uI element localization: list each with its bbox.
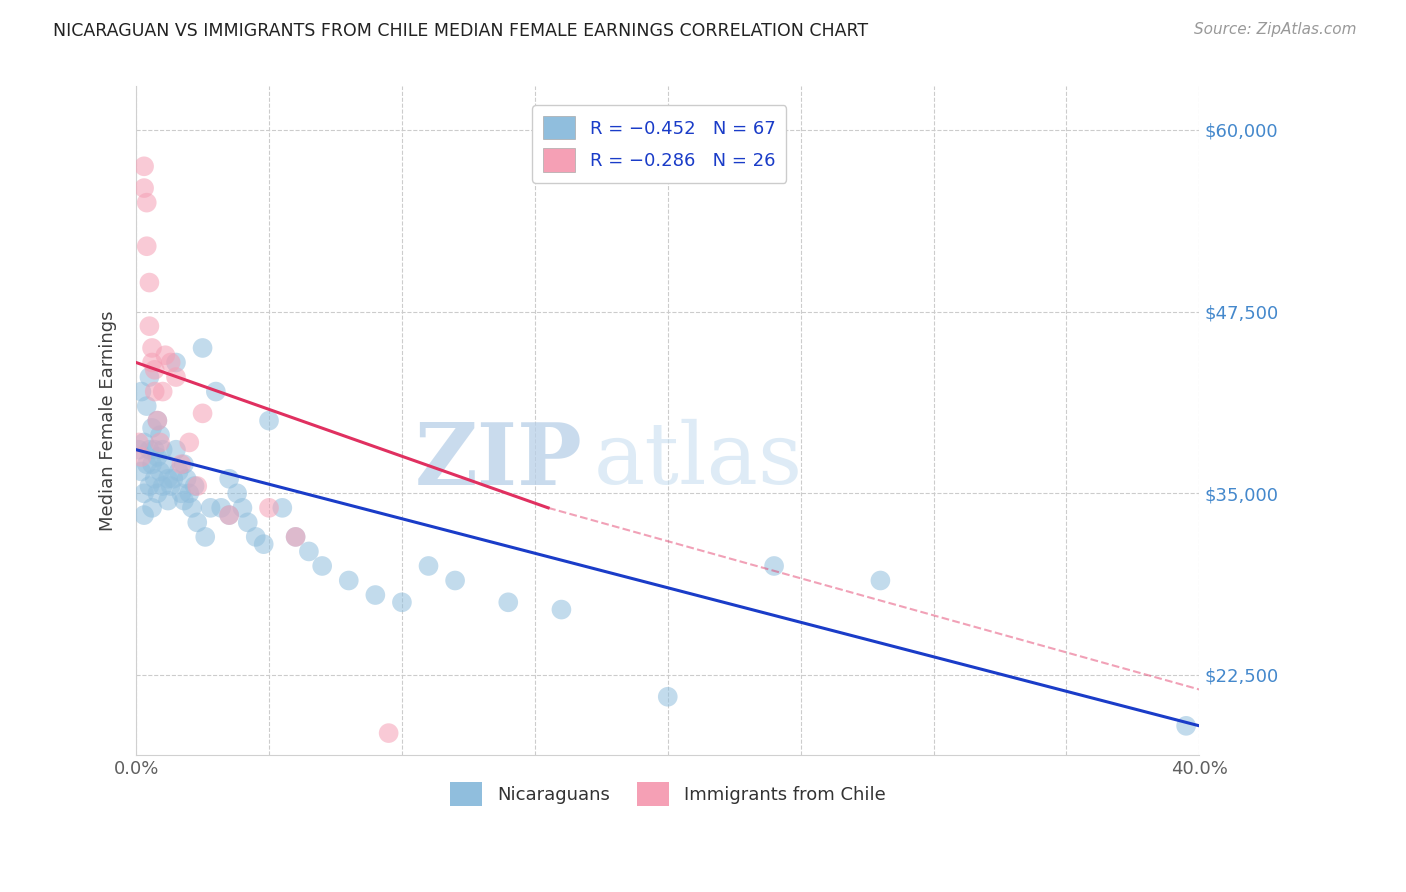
Point [132,159,155,173]
Point [377,726,399,740]
Point [138,370,160,384]
Point [143,363,166,377]
Point [1175,719,1198,733]
Point [141,457,163,471]
Point [391,595,413,609]
Point [218,472,240,486]
Point [131,465,153,479]
Point [138,442,160,457]
Text: NICARAGUAN VS IMMIGRANTS FROM CHILE MEDIAN FEMALE EARNINGS CORRELATION CHART: NICARAGUAN VS IMMIGRANTS FROM CHILE MEDI… [53,22,869,40]
Point [176,472,198,486]
Point [444,574,467,588]
Text: ZIP: ZIP [415,418,582,503]
Point [141,341,163,355]
Point [869,574,891,588]
Point [205,384,228,399]
Point [152,384,174,399]
Point [138,276,160,290]
Point [181,500,204,515]
Point [337,574,360,588]
Point [135,399,157,413]
Point [135,239,157,253]
Point [146,414,169,428]
Point [146,450,169,464]
Point [141,500,163,515]
Point [143,384,166,399]
Point [152,479,174,493]
Point [298,544,321,558]
Point [200,500,222,515]
Point [284,530,307,544]
Point [131,384,153,399]
Point [170,486,193,500]
Point [311,558,333,573]
Point [496,595,519,609]
Point [271,500,294,515]
Point [183,479,205,493]
Point [218,508,240,522]
Point [141,421,163,435]
Legend: Nicaraguans, Immigrants from Chile: Nicaraguans, Immigrants from Chile [443,775,893,813]
Point [179,435,201,450]
Point [132,486,155,500]
Point [128,435,150,450]
Point [155,457,177,471]
Point [146,486,169,500]
Point [165,442,187,457]
Point [218,508,240,522]
Point [170,457,193,471]
Point [131,450,153,464]
Point [763,558,786,573]
Point [231,500,253,515]
Point [226,486,249,500]
Point [162,472,184,486]
Point [132,508,155,522]
Point [156,472,179,486]
Point [159,355,181,369]
Point [191,341,214,355]
Point [143,472,166,486]
Text: atlas: atlas [593,419,803,502]
Point [245,530,267,544]
Point [209,500,232,515]
Point [186,516,208,530]
Point [179,486,201,500]
Point [141,355,163,369]
Point [135,457,157,471]
Text: Source: ZipAtlas.com: Source: ZipAtlas.com [1194,22,1357,37]
Point [418,558,440,573]
Point [194,530,217,544]
Point [257,500,280,515]
Point [149,465,172,479]
Point [253,537,276,551]
Point [173,493,195,508]
Point [132,435,155,450]
Point [257,414,280,428]
Point [550,602,572,616]
Point [657,690,679,704]
Point [165,355,187,369]
Point [284,530,307,544]
Point [156,493,179,508]
Point [165,370,187,384]
Point [128,442,150,457]
Point [173,457,195,471]
Point [167,465,190,479]
Point [138,319,160,334]
Point [191,406,214,420]
Point [236,516,259,530]
Point [159,479,181,493]
Point [152,442,174,457]
Point [143,442,166,457]
Point [186,479,208,493]
Point [132,181,155,195]
Point [364,588,387,602]
Point [149,435,172,450]
Y-axis label: Median Female Earnings: Median Female Earnings [100,310,117,531]
Point [155,348,177,362]
Point [146,414,169,428]
Point [135,195,157,210]
Point [149,428,172,442]
Point [138,479,160,493]
